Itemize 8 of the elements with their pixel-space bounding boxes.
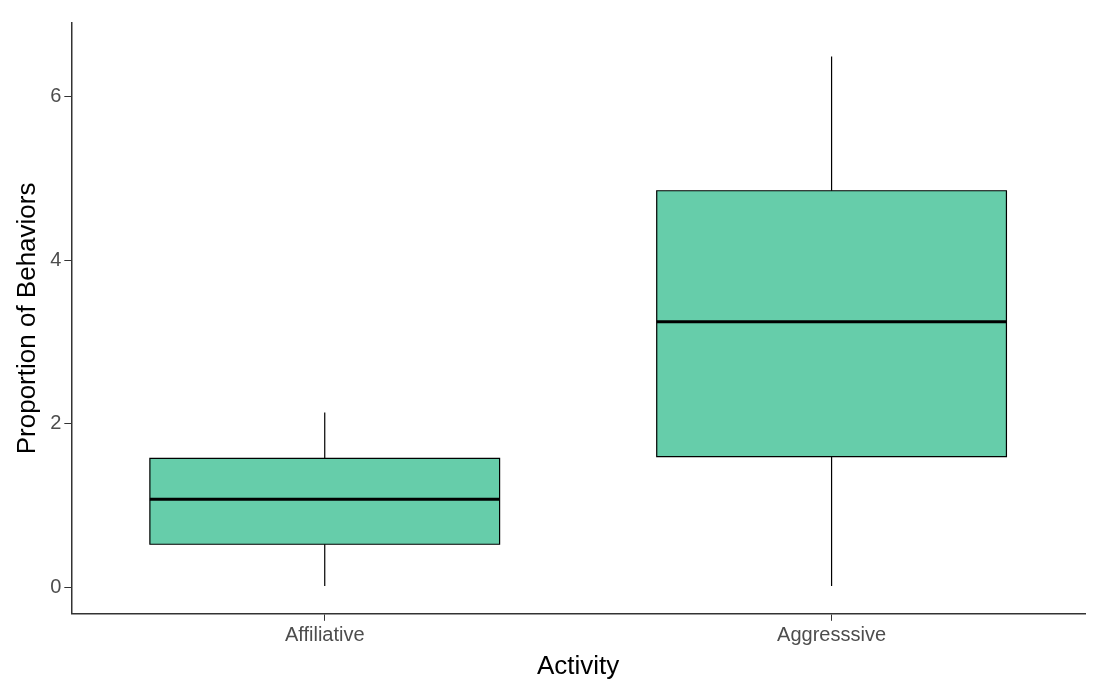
y-tick-label: 4 — [50, 247, 62, 270]
x-axis-title: Activity — [536, 649, 620, 680]
y-tick-label: 2 — [50, 411, 62, 434]
y-tick-label: 0 — [50, 575, 62, 598]
x-tick-label: Aggresssive — [777, 623, 887, 646]
y-axis-title: Proportion of Behaviors — [10, 182, 41, 455]
y-tick-label: 6 — [50, 84, 62, 107]
x-tick-label: Affiliative — [284, 623, 365, 646]
